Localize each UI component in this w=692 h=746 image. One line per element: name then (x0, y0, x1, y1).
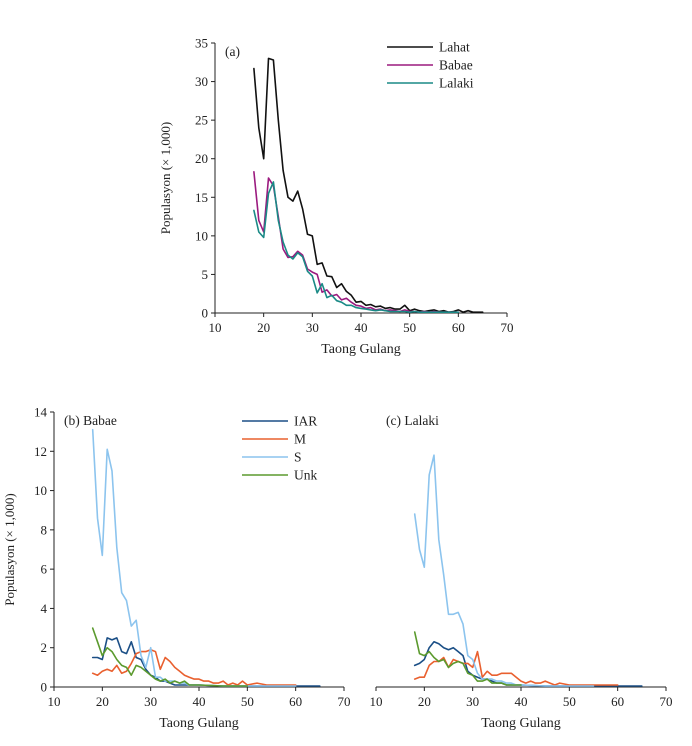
y-tick-label: 25 (195, 113, 208, 128)
y-tick-label: 6 (41, 562, 48, 577)
x-tick-label: 30 (466, 694, 479, 709)
series-line-iar (91, 637, 321, 687)
x-tick-label: 70 (660, 694, 673, 709)
legend-label-babae: Babae (439, 58, 473, 73)
panel-label: (b) Babae (64, 413, 117, 428)
y-axis-label: Populasyon (× 1,000) (158, 122, 173, 234)
legend-label-unk: Unk (294, 468, 317, 483)
x-tick-label: 40 (193, 694, 206, 709)
chart-panel-b: 10 20 30 40 50 60 70 0 2 4 6 8 10 12 14 Populasyon (× 1… (2, 405, 351, 732)
y-tick-label: 30 (195, 74, 208, 89)
y-tick-label: 0 (202, 306, 209, 321)
x-tick-label: 20 (96, 694, 109, 709)
x-tick-label: 30 (144, 694, 157, 709)
y-tick-label: 10 (195, 228, 208, 243)
x-tick-label: 50 (563, 694, 576, 709)
y-tick-label: 20 (195, 151, 208, 166)
series-line-s (91, 428, 297, 687)
x-axis-label: Taong Gulang (159, 716, 239, 731)
x-tick-label: 40 (515, 694, 528, 709)
y-axis-label: Populasyon (× 1,000) (2, 493, 17, 605)
x-axis-label: Taong Gulang (481, 716, 561, 731)
legend-label-iar: IAR (294, 414, 317, 429)
series-line-lahat (253, 57, 484, 314)
x-tick-label: 50 (403, 320, 416, 335)
x-tick-label: 20 (257, 320, 270, 335)
legend-label-m: M (294, 432, 306, 447)
x-tick-label: 60 (611, 694, 624, 709)
x-tick-label: 30 (306, 320, 319, 335)
x-tick-label: 40 (355, 320, 368, 335)
chart-panel-a: 10 20 30 40 50 60 70 0 5 10 15 20 25 30 35 Populasyon (… (158, 36, 514, 358)
legend: Lahat Babae Lalaki (387, 40, 474, 91)
legend-label-s: S (294, 450, 302, 465)
series-line-lalaki (253, 181, 460, 314)
y-tick-label: 5 (202, 267, 209, 282)
x-tick-label: 50 (241, 694, 254, 709)
series-line-unk (413, 631, 522, 686)
legend-label-lalaki: Lalaki (439, 76, 474, 91)
y-tick-label: 4 (41, 601, 48, 616)
series-line-m (91, 648, 297, 686)
y-tick-label: 15 (195, 190, 208, 205)
y-tick-label: 35 (195, 36, 208, 51)
legend-label-lahat: Lahat (439, 40, 470, 55)
x-tick-label: 20 (418, 694, 431, 709)
y-tick-label: 12 (34, 444, 47, 459)
y-tick-label: 10 (34, 483, 47, 498)
x-tick-label: 60 (289, 694, 302, 709)
x-tick-label: 70 (501, 320, 514, 335)
chart-panel-c: 10 20 30 40 50 60 70 Taong Gulang (c) Lalaki (370, 413, 673, 731)
x-axis-label: Taong Gulang (321, 342, 401, 357)
panel-label: (a) (225, 44, 240, 59)
y-tick-label: 8 (41, 522, 48, 537)
series-line-unk (91, 627, 249, 687)
x-tick-label: 70 (338, 694, 351, 709)
series-line-babae (253, 171, 460, 314)
series-line-iar (413, 640, 643, 687)
x-tick-label: 10 (370, 694, 383, 709)
y-tick-label: 2 (41, 640, 48, 655)
x-tick-label: 10 (209, 320, 222, 335)
x-tick-label: 60 (452, 320, 465, 335)
y-tick-label: 14 (34, 405, 48, 420)
series-line-s (413, 454, 595, 687)
panel-label: (c) Lalaki (386, 413, 439, 428)
legend: IAR MS Unk (242, 414, 317, 483)
series-line-m (413, 650, 619, 686)
y-tick-label: 0 (41, 680, 48, 695)
x-tick-label: 10 (48, 694, 61, 709)
